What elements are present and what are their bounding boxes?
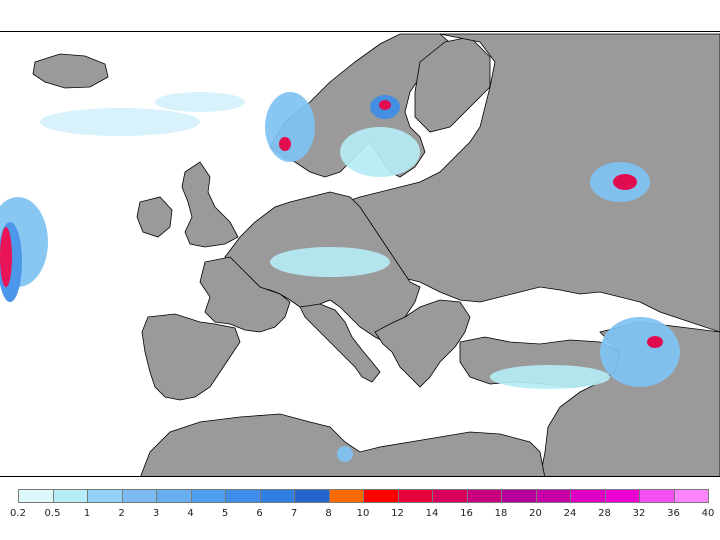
legend-tick-label: 6 bbox=[256, 508, 263, 519]
legend-tick-label: 0.5 bbox=[44, 508, 61, 519]
legend-swatch bbox=[259, 489, 295, 503]
iceland-landmass bbox=[32, 53, 109, 89]
legend-swatch bbox=[466, 489, 502, 503]
legend-swatch bbox=[190, 489, 226, 503]
legend-tick-label: 7 bbox=[290, 508, 298, 519]
france-landmass bbox=[199, 256, 291, 333]
legend-swatch bbox=[639, 489, 674, 503]
legend-swatch bbox=[673, 489, 709, 503]
legend-tick-label: 8 bbox=[325, 508, 332, 519]
legend-tick-label: 14 bbox=[425, 508, 439, 519]
legend-tick-label: 1 bbox=[83, 508, 91, 519]
legend-swatch bbox=[432, 489, 467, 503]
precipitation-map bbox=[0, 31, 720, 477]
legend-swatch bbox=[87, 489, 122, 503]
legend-tick-label: 2 bbox=[118, 508, 125, 519]
legend-swatch bbox=[328, 489, 364, 503]
legend-swatch bbox=[156, 489, 191, 503]
legend-tick-label: 28 bbox=[598, 508, 611, 519]
legend-tick-label: 3 bbox=[152, 508, 160, 519]
iberia-landmass bbox=[141, 313, 241, 401]
precipitation-overlay bbox=[0, 92, 680, 462]
legend-swatch bbox=[501, 489, 536, 503]
legend-tick-label: 40 bbox=[701, 508, 715, 519]
precipitation-legend bbox=[18, 489, 709, 503]
balkans-landmass bbox=[374, 299, 471, 388]
legend-tick-label: 16 bbox=[460, 508, 473, 519]
italy-landmass bbox=[299, 303, 381, 383]
north-africa-landmass bbox=[140, 413, 546, 476]
legend-tick-label: 4 bbox=[187, 508, 194, 519]
legend-tick-label: 36 bbox=[667, 508, 680, 519]
legend-swatch bbox=[570, 489, 605, 503]
legend-tick-label: 24 bbox=[563, 508, 577, 519]
legend-tick-label: 10 bbox=[356, 508, 370, 519]
legend-swatch bbox=[225, 489, 260, 503]
ireland-landmass bbox=[136, 196, 173, 238]
legend-swatch bbox=[397, 489, 433, 503]
legend-swatch bbox=[363, 489, 398, 503]
legend-swatch bbox=[18, 489, 53, 503]
legend-swatch bbox=[121, 489, 157, 503]
legend-tick-label: 12 bbox=[391, 508, 404, 519]
legend-tick-label: 20 bbox=[529, 508, 542, 519]
legend-swatch bbox=[535, 489, 571, 503]
britain-landmass bbox=[181, 161, 239, 248]
legend-tick-label: 5 bbox=[221, 508, 229, 519]
legend-swatch bbox=[604, 489, 640, 503]
legend-swatch bbox=[52, 489, 88, 503]
legend-swatch bbox=[294, 489, 329, 503]
legend-tick-label: 18 bbox=[494, 508, 508, 519]
legend-tick-label: 32 bbox=[632, 508, 646, 519]
legend-tick-label: 0.2 bbox=[10, 508, 26, 519]
